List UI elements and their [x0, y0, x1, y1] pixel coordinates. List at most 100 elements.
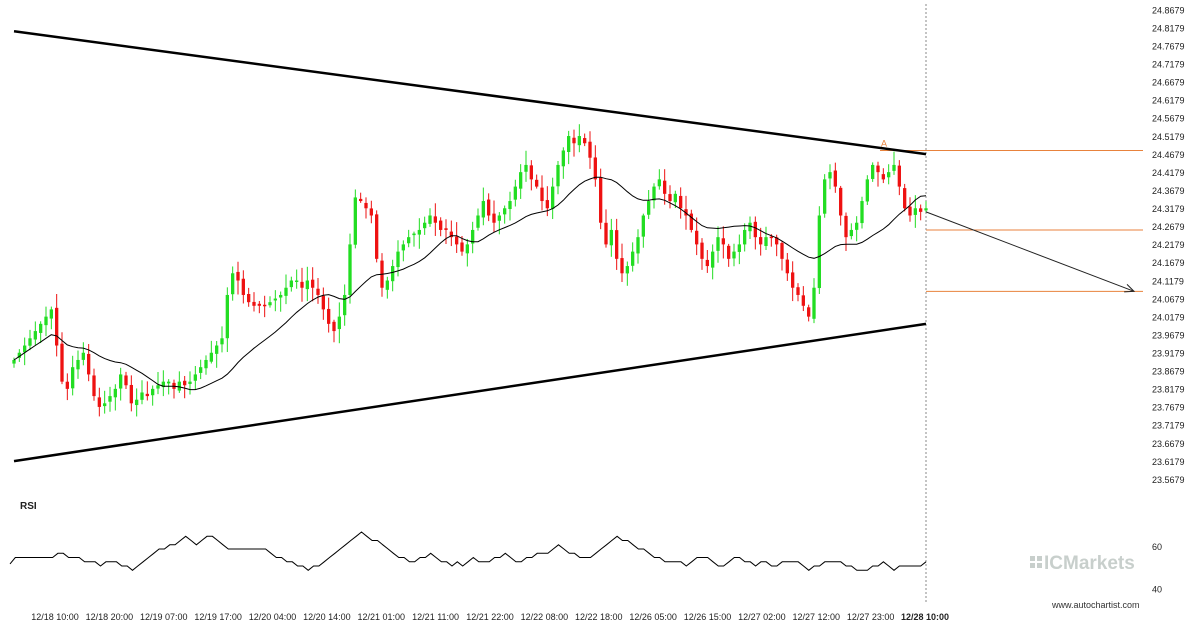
- candle-body: [753, 221, 757, 238]
- candle-body: [551, 186, 555, 209]
- candle-body: [657, 179, 661, 187]
- candle-body: [876, 165, 880, 173]
- candle-body: [263, 304, 267, 307]
- time-tick-label: 12/22 18:00: [575, 612, 623, 622]
- candle-body: [423, 222, 427, 229]
- candles: [12, 124, 928, 417]
- candle-body: [396, 251, 400, 268]
- candle-body: [844, 215, 848, 238]
- candle-body: [828, 172, 832, 179]
- candle-body: [567, 136, 571, 153]
- price-tick-label: 23.9179: [1152, 349, 1185, 359]
- candle-body: [76, 359, 80, 370]
- candle-body: [599, 177, 603, 223]
- candle-body: [433, 216, 437, 223]
- price-tick-label: 24.8679: [1152, 5, 1185, 15]
- website-label: www.autochartist.com: [1051, 600, 1140, 610]
- candle-body: [673, 193, 677, 203]
- candle-body: [103, 403, 107, 407]
- candle-body: [519, 172, 523, 189]
- time-tick-label: 12/21 01:00: [357, 612, 405, 622]
- candle-body: [87, 353, 91, 375]
- time-tick-label: 12/19 07:00: [140, 612, 188, 622]
- candle-body: [375, 214, 379, 259]
- candle-body: [801, 295, 805, 306]
- time-tick-label: 12/27 23:00: [847, 612, 895, 622]
- pattern-levels: A: [880, 138, 1143, 292]
- candle-body: [881, 174, 885, 180]
- candle-body: [428, 215, 432, 224]
- projection: [925, 211, 1136, 293]
- candle-body: [295, 280, 299, 283]
- price-tick-label: 24.4179: [1152, 168, 1185, 178]
- candle-body: [305, 280, 309, 290]
- price-tick-label: 24.4679: [1152, 150, 1185, 160]
- price-tick-label: 23.8179: [1152, 385, 1185, 395]
- candle-body: [113, 388, 117, 398]
- candle-body: [561, 150, 565, 167]
- candle-body: [839, 187, 843, 216]
- candle-body: [471, 229, 475, 244]
- candle-body: [833, 170, 837, 187]
- candle-body: [636, 237, 640, 254]
- candle-body: [775, 237, 779, 245]
- candle-body: [759, 237, 763, 245]
- candle-body: [497, 215, 501, 221]
- candle-body: [289, 280, 293, 288]
- candle-body: [199, 367, 203, 373]
- candle-body: [615, 230, 619, 259]
- candle-body: [721, 238, 725, 245]
- candle-body: [385, 280, 389, 290]
- candle-body: [311, 279, 315, 288]
- rsi-tick-label: 60: [1152, 542, 1162, 552]
- candle-body: [663, 180, 667, 194]
- projection-arrow-line: [925, 211, 1135, 292]
- candle-body: [780, 243, 784, 259]
- candle-body: [183, 380, 187, 386]
- time-tick-label: 12/20 14:00: [303, 612, 351, 622]
- candle-body: [124, 375, 128, 386]
- candle-body: [807, 307, 811, 317]
- candle-body: [865, 179, 869, 202]
- candle-body: [348, 244, 352, 296]
- price-tick-label: 23.9679: [1152, 330, 1185, 340]
- candle-body: [247, 293, 251, 303]
- candle-body: [695, 230, 699, 245]
- candle-body: [209, 352, 213, 362]
- brand-logo-square-3: [1030, 563, 1035, 568]
- price-tick-label: 24.5179: [1152, 132, 1185, 142]
- candle-body: [919, 208, 923, 212]
- rsi-label: RSI: [20, 501, 37, 512]
- price-tick-label: 23.8679: [1152, 367, 1185, 377]
- triangle-lower-line: [13, 322, 927, 463]
- candle-body: [449, 231, 453, 238]
- candle-body: [727, 245, 731, 259]
- moving-average-line: [13, 176, 927, 391]
- brand-logo-square-2: [1037, 556, 1042, 561]
- time-tick-label: 12/22 08:00: [521, 612, 569, 622]
- candle-body: [204, 359, 208, 369]
- candle-body: [647, 201, 651, 215]
- candle-body: [353, 197, 357, 245]
- price-tick-label: 24.2679: [1152, 222, 1185, 232]
- candle-body: [641, 215, 645, 237]
- candle-body: [887, 172, 891, 178]
- price-tick-label: 24.3679: [1152, 186, 1185, 196]
- candle-body: [49, 309, 53, 319]
- price-tick-label: 24.7179: [1152, 60, 1185, 70]
- moving-average: [13, 176, 927, 391]
- candle-body: [593, 157, 597, 180]
- rsi-panel: [9, 531, 927, 571]
- projection-arrow-head: [1124, 284, 1136, 293]
- candle-body: [439, 220, 443, 230]
- candle-body: [849, 229, 853, 237]
- candle-body: [284, 287, 288, 296]
- candle-body: [764, 237, 768, 247]
- candle-body: [545, 200, 549, 209]
- candle-body: [503, 208, 507, 215]
- candle-body: [535, 179, 539, 187]
- candle-body: [257, 303, 261, 306]
- candle-body: [17, 352, 21, 358]
- candle-body: [529, 165, 533, 180]
